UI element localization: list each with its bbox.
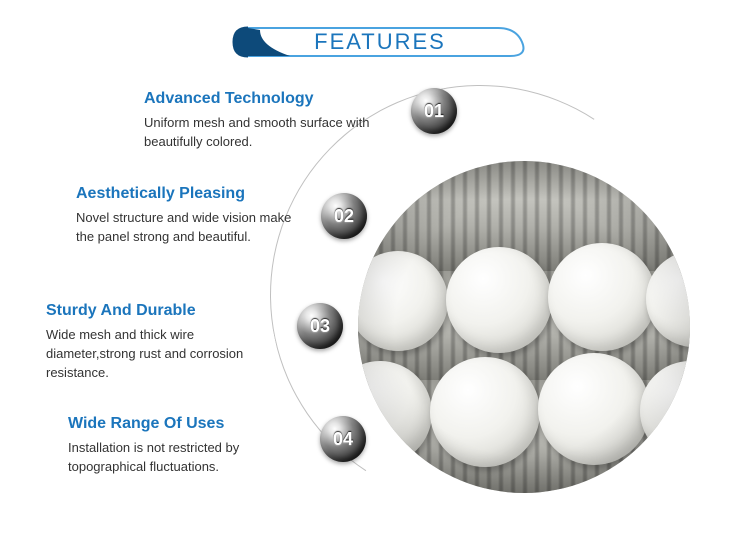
feature-block-03: Sturdy And Durable Wide mesh and thick wi…	[46, 302, 282, 383]
number-badge-01: 01	[411, 88, 457, 134]
feature-title: Aesthetically Pleasing	[76, 185, 312, 203]
number-badge-02: 02	[321, 193, 367, 239]
number-badge-04: 04	[320, 416, 366, 462]
banner-title: FEATURES	[230, 24, 530, 60]
feature-block-02: Aesthetically Pleasing Novel structure an…	[76, 185, 312, 247]
feature-block-01: Advanced Technology Uniform mesh and smoo…	[144, 90, 390, 152]
features-banner: FEATURES	[230, 24, 530, 60]
badge-number: 02	[334, 206, 354, 227]
number-badge-03: 03	[297, 303, 343, 349]
feature-title: Advanced Technology	[144, 90, 390, 108]
feature-title: Sturdy And Durable	[46, 302, 282, 320]
badge-number: 04	[333, 429, 353, 450]
feature-desc: Novel structure and wide vision make the…	[76, 209, 312, 247]
badge-number: 01	[424, 101, 444, 122]
product-image	[358, 161, 690, 493]
feature-desc: Uniform mesh and smooth surface with bea…	[144, 114, 390, 152]
badge-number: 03	[310, 316, 330, 337]
feature-desc: Installation is not restricted by topogr…	[68, 439, 318, 477]
feature-desc: Wide mesh and thick wire diameter,strong…	[46, 326, 282, 383]
feature-block-04: Wide Range Of Uses Installation is not re…	[68, 415, 318, 477]
feature-title: Wide Range Of Uses	[68, 415, 318, 433]
